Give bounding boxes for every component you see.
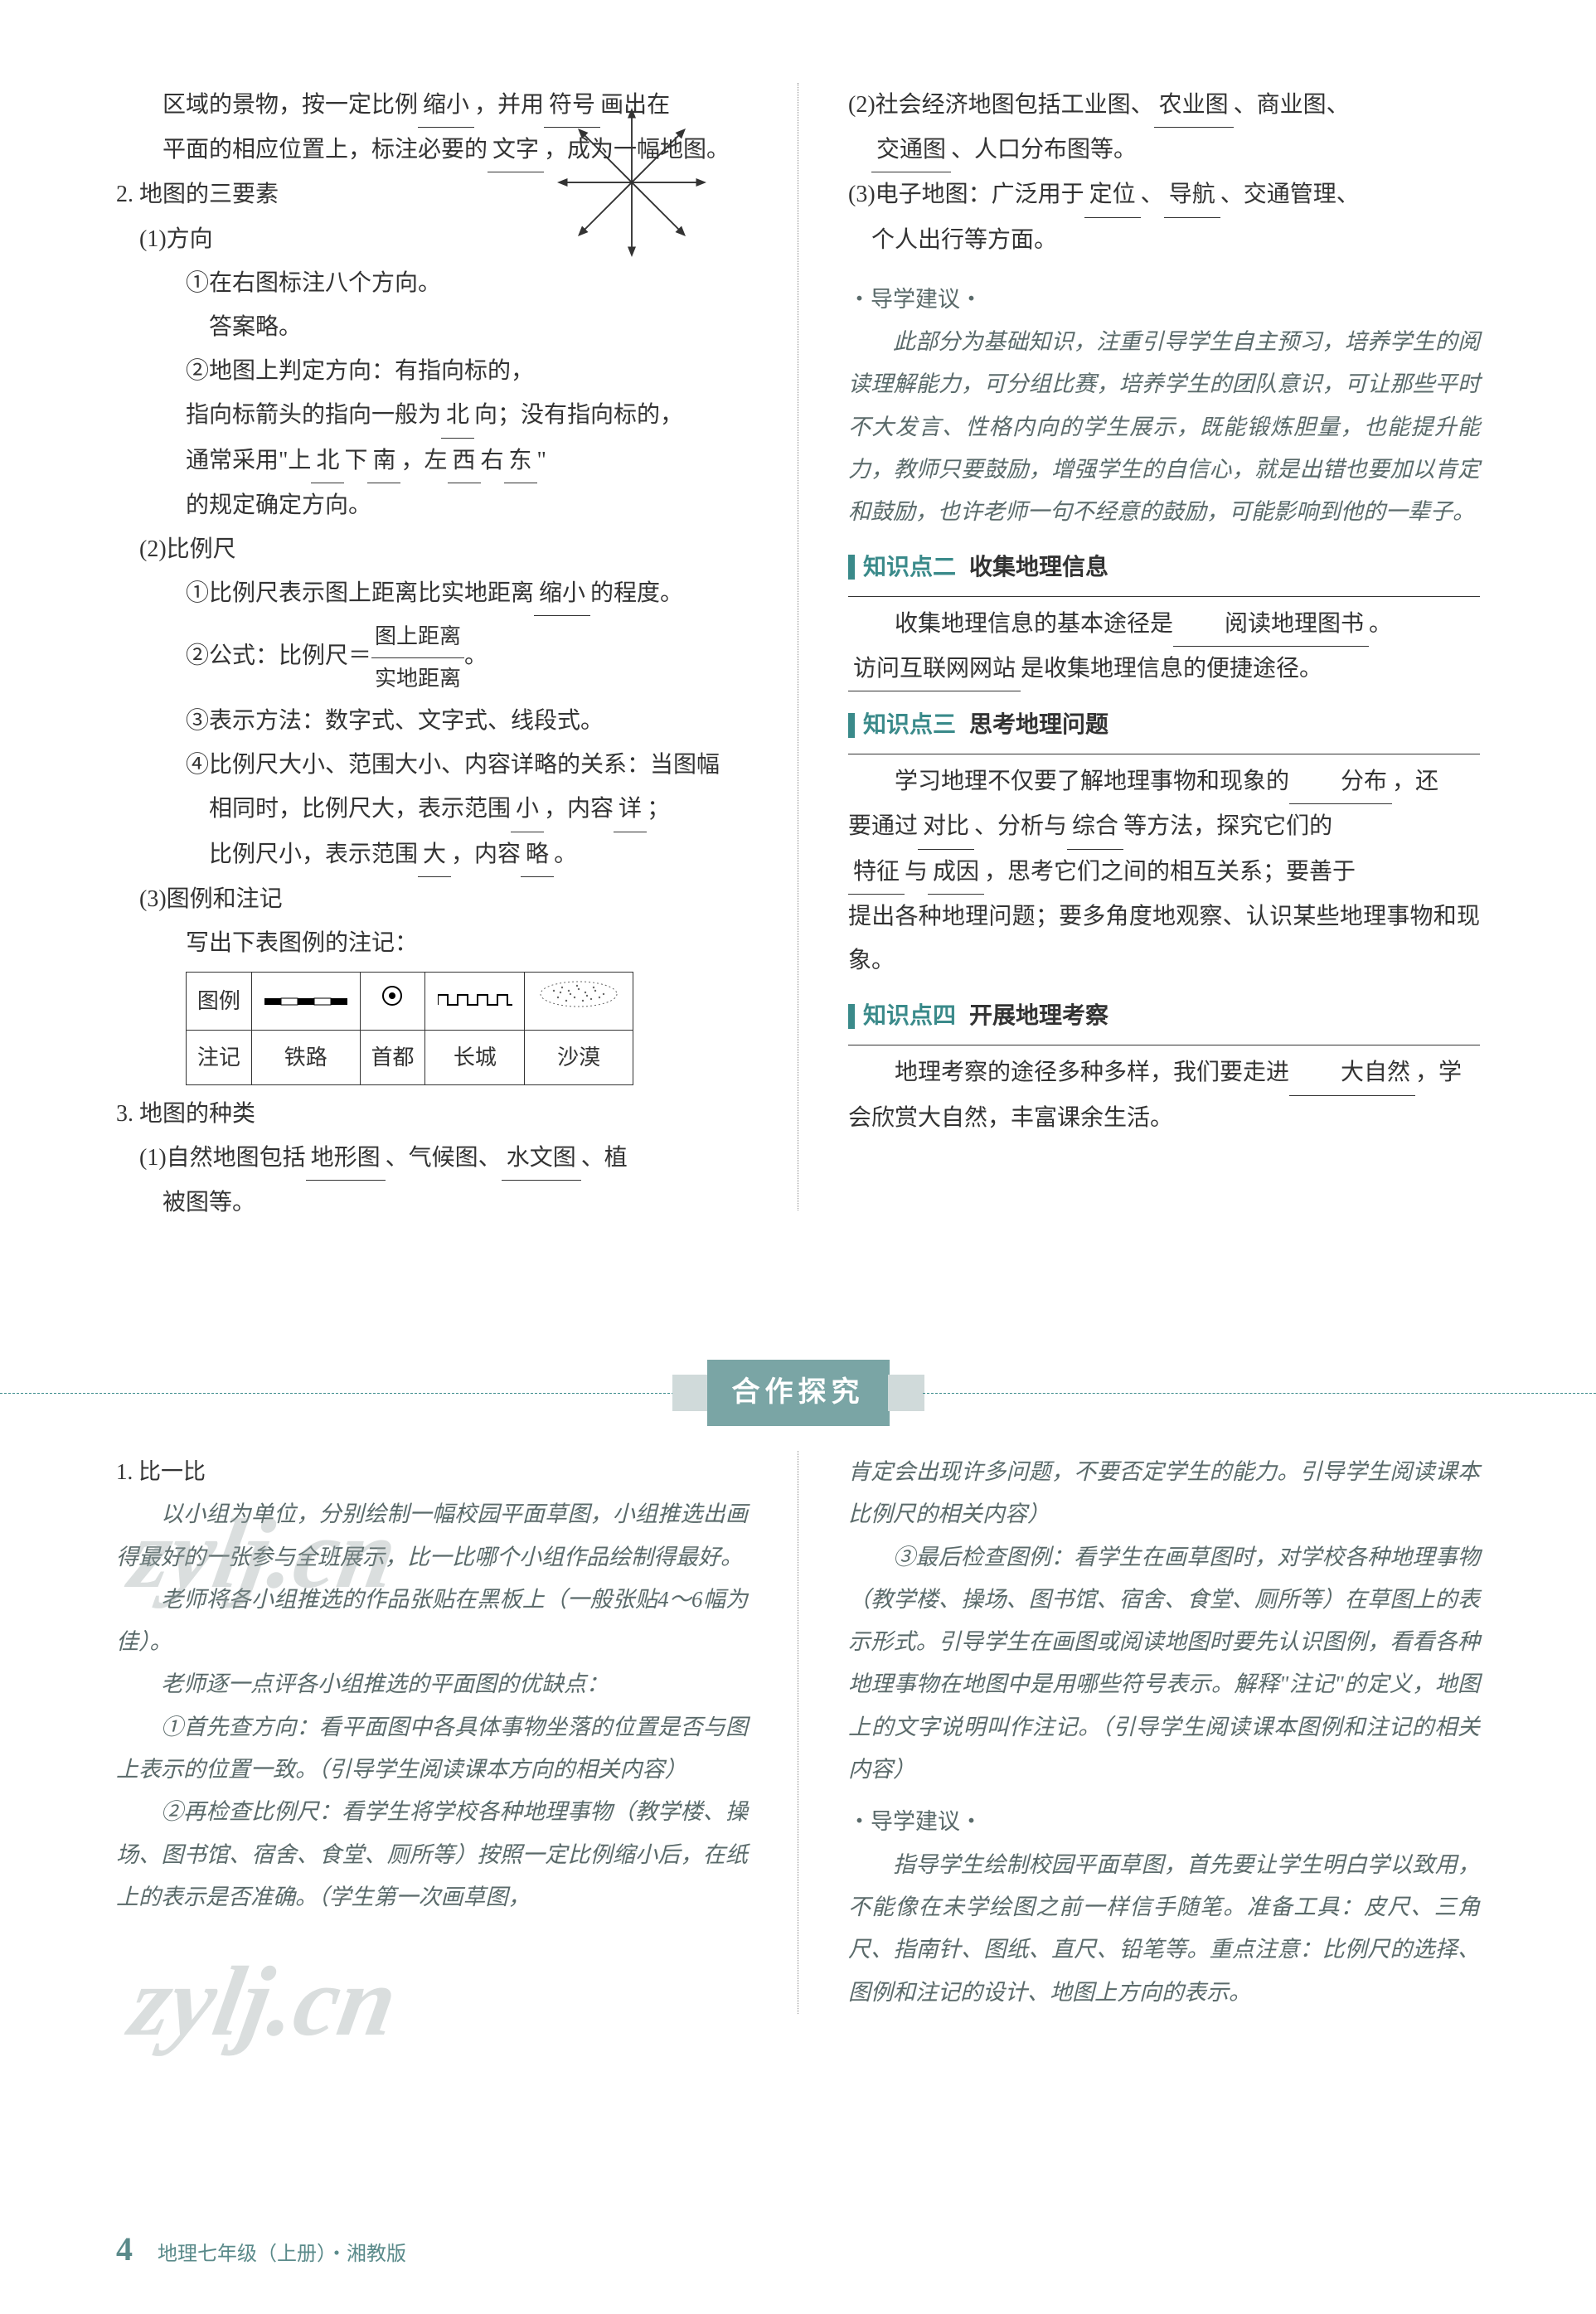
cell-symbol-capital: [360, 973, 425, 1030]
column-left: 区域的景物，按一定比例缩小，并用符号画出在 平面的相应位置上，标注必要的文字，成…: [116, 83, 748, 1210]
page-upper: 区域的景物，按一定比例缩小，并用符号画出在 平面的相应位置上，标注必要的文字，成…: [0, 0, 1596, 1260]
tip-body: 此部分为基础知识，注重引导学生自主预习，培养学生的阅读理解能力，可分组比赛，培养…: [848, 321, 1480, 533]
text-line: 学习地理不仅要了解地理事物和现象的分布，还: [848, 759, 1480, 804]
compass-diagram: [549, 99, 715, 265]
text-para: ③最后检查图例：看学生在画草图时，对学校各种地理事物（教学楼、操场、图书馆、宿舍…: [848, 1536, 1480, 1792]
text-line: (1)自然地图包括地形图、气候图、水文图、植: [116, 1136, 748, 1181]
tip-block: ・导学建议・ 此部分为基础知识，注重引导学生自主预习，培养学生的阅读理解能力，可…: [848, 279, 1480, 534]
kp3-header: 知识点三 思考地理问题: [848, 703, 1480, 747]
text-line: (2)社会经济地图包括工业图、农业图、商业图、: [848, 83, 1480, 128]
text-line: 指向标箭头的指向一般为北向；没有指向标的，: [116, 393, 748, 438]
text-line: 个人出行等方面。: [848, 218, 1480, 262]
text-para: ②再检查比例尺：看学生将学校各种地理事物（教学楼、操场、图书馆、宿舍、食堂、厕所…: [116, 1791, 748, 1919]
text-line: ④比例尺大小、范围大小、内容详略的关系：当图幅: [116, 743, 748, 787]
kp-label: 知识点四: [863, 994, 956, 1038]
text-para: 肯定会出现许多问题，不要否定学生的能力。引导学生阅读课本比例尺的相关内容）: [848, 1451, 1480, 1536]
section-banner: 合作探究: [0, 1360, 1596, 1426]
text-line: 的规定确定方向。: [116, 483, 748, 527]
text-line: 比例尺小，表示范围大，内容略。: [116, 832, 748, 877]
kp-label: 知识点二: [863, 546, 956, 589]
text-line: 访问互联网网站是收集地理信息的便捷途径。: [848, 647, 1480, 691]
footer-title: 地理七年级（上册）・湘教版: [158, 2236, 406, 2274]
cell-symbol-railway: [251, 973, 360, 1030]
page-footer: 4 地理七年级（上册）・湘教版: [116, 2218, 406, 2281]
kp-rule: [848, 596, 1480, 597]
text-para: 老师将各小组推选的作品张贴在黑板上（一般张贴4～6幅为佳）。: [116, 1579, 748, 1664]
text-line: 特征与成因，思考它们之间的相互关系；要善于: [848, 850, 1480, 895]
kp-label: 知识点三: [863, 703, 956, 747]
banner-title: 合作探究: [707, 1360, 890, 1427]
text-line: ②地图上判定方向：有指向标的，: [116, 349, 748, 393]
text-para: 以小组为单位，分别绘制一幅校园平面草图，小组推选出画得最好的一张参与全班展示，比…: [116, 1493, 748, 1579]
legend-table: 图例: [186, 972, 633, 1085]
heading-3: (2)比例尺: [116, 527, 748, 571]
kp-bar-icon: [848, 713, 855, 738]
cell-value: 首都: [360, 1030, 425, 1084]
kp4-header: 知识点四 开展地理考察: [848, 994, 1480, 1038]
column-right-lower: 肯定会出现许多问题，不要否定学生的能力。引导学生阅读课本比例尺的相关内容） ③最…: [848, 1451, 1480, 2014]
column-right: (2)社会经济地图包括工业图、农业图、商业图、 交通图、人口分布图等。 (3)电…: [848, 83, 1480, 1210]
text-para: 老师逐一点评各小组推选的平面图的优缺点：: [116, 1663, 748, 1705]
text-line: 会欣赏大自然，丰富课余生活。: [848, 1096, 1480, 1140]
page-lower: 1. 比一比 以小组为单位，分别绘制一幅校园平面草图，小组推选出画得最好的一张参…: [0, 1443, 1596, 2022]
cell-value: 铁路: [251, 1030, 360, 1084]
kp-bar-icon: [848, 1004, 855, 1029]
column-left-lower: 1. 比一比 以小组为单位，分别绘制一幅校园平面草图，小组推选出画得最好的一张参…: [116, 1451, 748, 2014]
tip-title: ・导学建议・: [848, 279, 1480, 321]
text-para: ①首先查方向：看平面图中各具体事物坐落的位置是否与图上表示的位置一致。（引导学生…: [116, 1706, 748, 1792]
cell-value: 沙漠: [525, 1030, 633, 1084]
text-line: 地理考察的途径多种多样，我们要走进大自然，学: [848, 1050, 1480, 1095]
text-line: 交通图、人口分布图等。: [848, 128, 1480, 172]
text-line: ③表示方法：数字式、文字式、线段式。: [116, 699, 748, 743]
text-line: 收集地理信息的基本途径是阅读地理图书。: [848, 602, 1480, 647]
text-line: 通常采用"上北下南，左西右东": [116, 439, 748, 483]
formula-line: ②公式：比例尺＝图上距离实地距离。: [116, 616, 748, 699]
kp-title: 开展地理考察: [969, 994, 1108, 1038]
page-number: 4: [116, 2218, 133, 2281]
cell-header: 注记: [187, 1030, 252, 1084]
cell-symbol-wall: [425, 973, 525, 1030]
tip-body: 指导学生绘制校园平面草图，首先要让学生明白学以致用，不能像在未学绘图之前一样信手…: [848, 1844, 1480, 2014]
cell-value: 长城: [425, 1030, 525, 1084]
text-line: 要通过对比、分析与综合等方法，探究它们的: [848, 804, 1480, 849]
text-line: ①比例尺表示图上距离比实地距离缩小的程度。: [116, 571, 748, 616]
heading-2: 1. 比一比: [116, 1451, 748, 1493]
kp-title: 思考地理问题: [969, 703, 1108, 747]
cell-header: 图例: [187, 973, 252, 1030]
cell-symbol-desert: [525, 973, 633, 1030]
table-row: 图例: [187, 973, 633, 1030]
text-line: ①在右图标注八个方向。: [116, 261, 748, 305]
kp-title: 收集地理信息: [969, 546, 1108, 589]
tip-title: ・导学建议・: [848, 1801, 1480, 1843]
text-line: 提出各种地理问题；要多角度地观察、认识某些地理事物和现象。: [848, 895, 1480, 982]
heading-3: (3)图例和注记: [116, 877, 748, 921]
text-line: 相同时，比例尺大，表示范围小，内容详；: [116, 787, 748, 832]
text-line: 被图等。: [116, 1181, 748, 1225]
kp2-header: 知识点二 收集地理信息: [848, 546, 1480, 589]
heading-2: 3. 地图的种类: [116, 1092, 748, 1136]
kp-bar-icon: [848, 555, 855, 580]
table-row: 注记 铁路 首都 长城 沙漠: [187, 1030, 633, 1084]
text-answer: 答案略。: [116, 305, 748, 349]
text-line: (3)电子地图：广泛用于定位、导航、交通管理、: [848, 172, 1480, 217]
text-line: 写出下表图例的注记：: [116, 921, 748, 965]
